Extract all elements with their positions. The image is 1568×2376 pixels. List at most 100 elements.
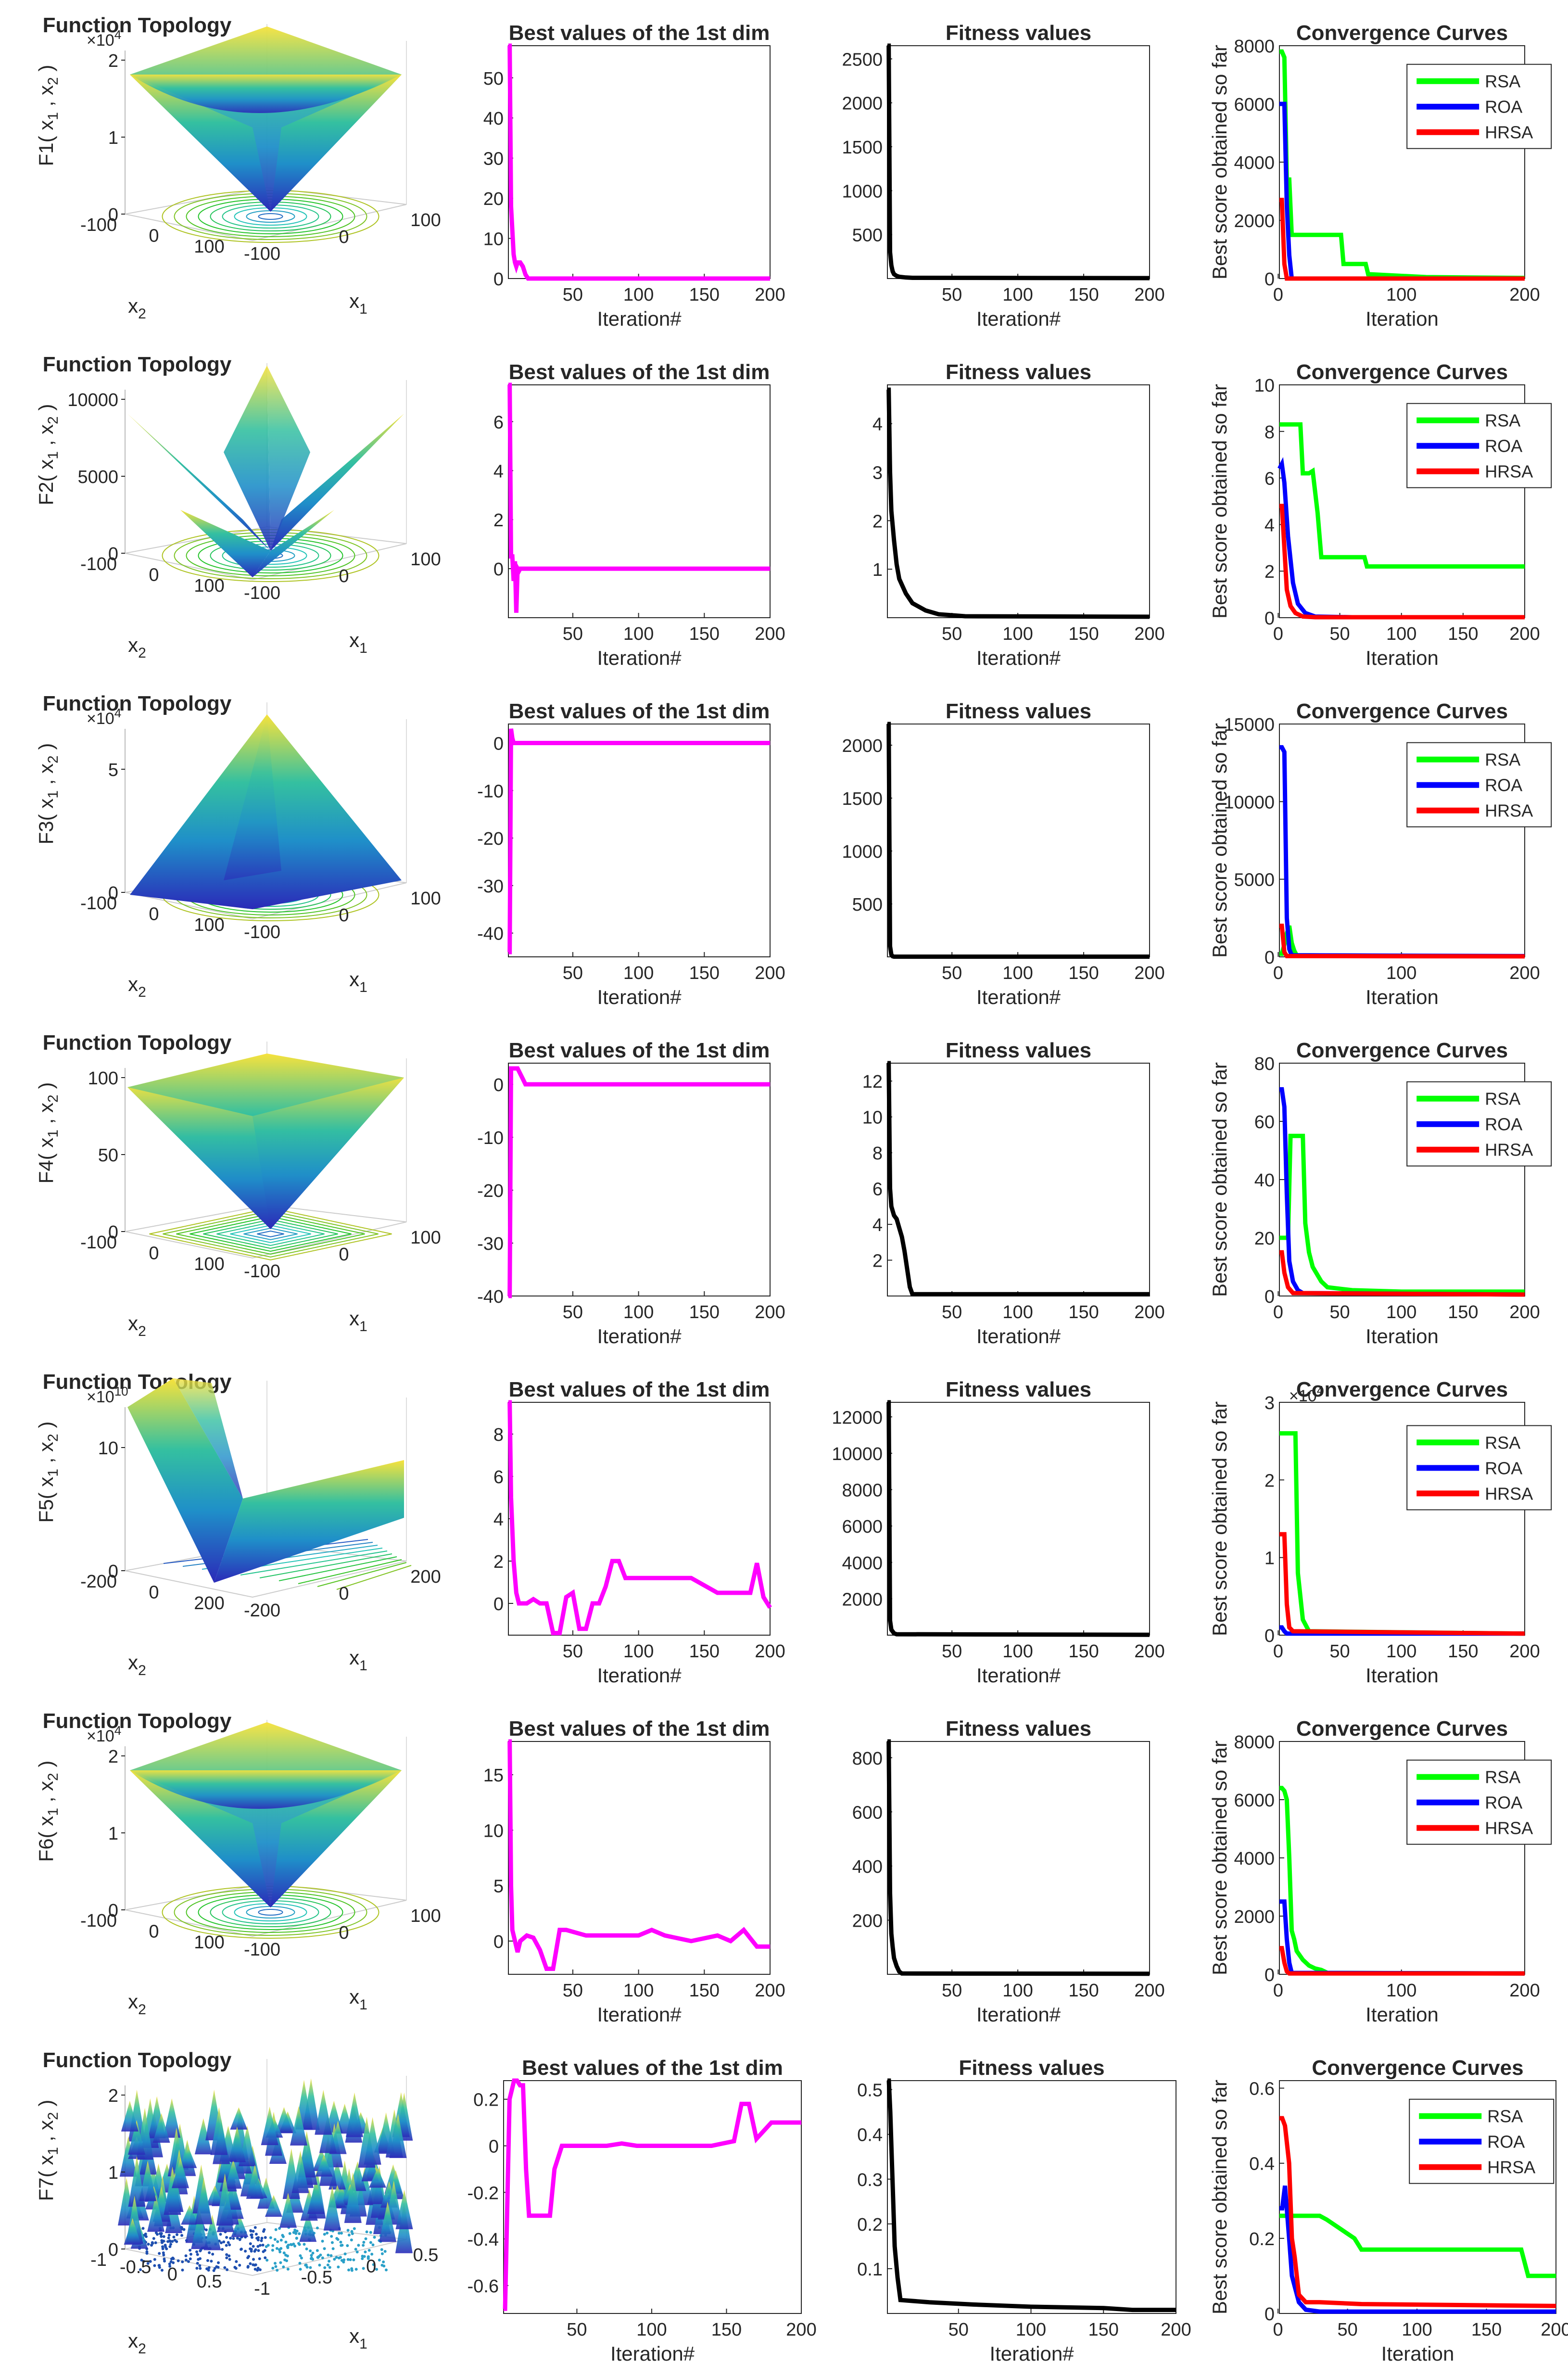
plot-area — [503, 2080, 802, 2314]
contour-dot — [168, 2239, 171, 2242]
contour-dot — [196, 2262, 199, 2265]
contour-dot — [169, 2260, 173, 2263]
contour-dot — [338, 2232, 341, 2235]
contour-dot — [292, 2231, 295, 2234]
x-tick-label: 50 — [942, 624, 962, 644]
x1-tick-label: 0 — [339, 227, 349, 247]
contour-dot — [317, 2255, 321, 2258]
x-tick-label: 100 — [1386, 285, 1416, 305]
line-panel-20: Best values of the 1st dim 0 2 4 6 8 50 100 150 2… — [493, 1378, 785, 1687]
y-tick-label: 3 — [873, 463, 883, 483]
floor-plane — [125, 1204, 407, 1259]
x-tick-label: 200 — [1134, 1302, 1164, 1322]
contour-dot — [350, 2238, 353, 2242]
series-hrsa — [1279, 1946, 1525, 1976]
contour-dot — [279, 2238, 283, 2242]
x1-tick-label: -100 — [244, 1261, 280, 1282]
line-panel-24: Fitness values 200 400 600 800 50 100 150 200 Ite… — [852, 1717, 1165, 2026]
contour-dot — [225, 2244, 228, 2247]
contour-dot — [222, 2240, 226, 2244]
x-tick-label: 200 — [1509, 285, 1540, 305]
y-tick-label: 10000 — [832, 1444, 883, 1464]
z-label-part: ) — [35, 743, 57, 756]
contour-dot — [321, 2256, 324, 2260]
surface-spike — [181, 2205, 199, 2225]
y-tick-label: 2000 — [842, 1589, 883, 1610]
surface-spike — [257, 2177, 275, 2209]
z-label-part: 2 — [45, 755, 61, 763]
x1-axis-label: x1 — [349, 629, 367, 656]
x1-axis-label: x1 — [349, 290, 367, 317]
x1-tick-label: 0 — [339, 566, 349, 586]
legend-label-roa: ROA — [1485, 1115, 1522, 1134]
plot-area — [887, 724, 1150, 957]
contour-dot — [339, 2256, 342, 2259]
plot-area — [887, 2080, 1176, 2314]
contour-dot — [157, 2264, 161, 2267]
z-label-part: 2 — [45, 2112, 61, 2120]
plot-area — [887, 384, 1150, 618]
x2-tick-label: -1 — [90, 2250, 107, 2270]
x-tick-label: 150 — [1068, 1641, 1099, 1662]
surface-spike — [124, 2218, 141, 2245]
topology-title: Function Topology — [43, 13, 232, 37]
surface-face — [224, 714, 281, 880]
legend-label-hrsa: HRSA — [1485, 462, 1533, 482]
x2-axis-sub: 2 — [138, 2341, 146, 2357]
contour-dot — [305, 2247, 308, 2250]
contour-dot — [365, 2230, 368, 2234]
z-label-part: , x — [35, 1781, 57, 1808]
z-label-part: x — [35, 2155, 57, 2171]
contour-line — [298, 1559, 402, 1584]
x-tick-label: 200 — [1509, 624, 1540, 644]
contour-dot — [274, 2228, 278, 2231]
surface-left — [130, 75, 271, 212]
legend-label-roa: ROA — [1485, 775, 1522, 795]
surface-spike — [121, 2100, 139, 2132]
contour-dot — [177, 2259, 180, 2262]
x2-axis-label: x2 — [128, 973, 146, 1000]
y-tick-label: 8000 — [1234, 37, 1275, 57]
contour-dot — [353, 2227, 356, 2230]
z-label: F4( x1 , x2 ) — [35, 1082, 61, 1184]
series-fitness — [886, 1400, 1150, 1637]
surface-mesh — [127, 1054, 404, 1229]
contour-dot — [246, 2256, 250, 2260]
x-tick-label: 50 — [942, 1302, 962, 1322]
series-fitness — [886, 1061, 1150, 1296]
z-label-part: 1 — [45, 451, 61, 459]
contour-dot — [327, 2253, 330, 2257]
y-tick-label: 0.2 — [1249, 2229, 1275, 2249]
contour-dot — [199, 2267, 202, 2270]
contour-dot — [266, 2259, 269, 2262]
z-tick-label: 0 — [108, 883, 118, 903]
contour-dot — [140, 2259, 143, 2262]
contour-dot — [196, 2253, 199, 2256]
x-tick-label: 50 — [1329, 624, 1350, 644]
contour-dot — [163, 2260, 166, 2263]
contour-dot — [384, 2268, 388, 2272]
surface-spike — [171, 2157, 189, 2188]
contour-dot — [298, 2243, 301, 2246]
contour-dot — [210, 2260, 213, 2263]
contour-dot — [299, 2268, 302, 2271]
surface-spike — [191, 2209, 209, 2249]
y-tick-label: 0 — [1265, 269, 1275, 290]
y-tick-label: 2 — [873, 1251, 883, 1271]
y-tick-label: 400 — [852, 1857, 883, 1877]
y-tick-label: 0.2 — [857, 2215, 883, 2235]
x-tick-label: 100 — [1386, 1302, 1416, 1322]
surface-mesh — [127, 366, 404, 577]
contour-dot — [380, 2252, 384, 2255]
contour-dot — [181, 2268, 184, 2272]
contour-dot — [180, 2234, 184, 2237]
legend-label-roa: ROA — [1485, 1793, 1522, 1813]
x-tick-label: 100 — [623, 1302, 654, 1322]
plot-area — [508, 45, 771, 279]
contour-dot — [310, 2254, 313, 2257]
x2-tick-label: -100 — [80, 1232, 117, 1253]
x1-tick-label: -100 — [244, 1940, 280, 1960]
y-tick-label: 500 — [852, 895, 883, 915]
surface-face — [173, 1378, 243, 1499]
